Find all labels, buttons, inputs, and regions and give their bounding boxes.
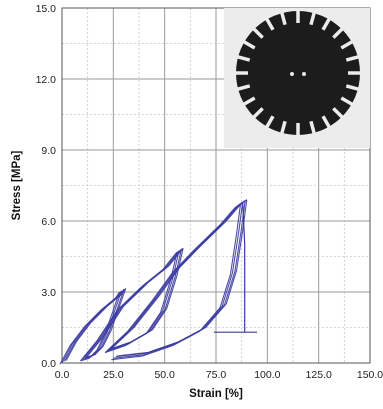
loading-curve bbox=[59, 291, 120, 365]
y-tick-label: 15.0 bbox=[36, 3, 57, 15]
x-axis-title: Strain [%] bbox=[189, 388, 243, 400]
y-axis-title: Stress [MPa] bbox=[11, 151, 23, 221]
specimen-slot bbox=[264, 115, 275, 129]
x-tick-label: 25.0 bbox=[103, 369, 124, 381]
y-tick-label: 9.0 bbox=[41, 145, 56, 157]
specimen-slot bbox=[345, 55, 360, 62]
loading-curve bbox=[84, 248, 182, 359]
loading-curve bbox=[80, 251, 178, 362]
unloading-curve bbox=[86, 288, 127, 358]
x-tick-label: 150.0 bbox=[357, 369, 383, 381]
loading-curve bbox=[109, 199, 246, 350]
x-tick-label: 100.0 bbox=[254, 369, 280, 381]
x-axis-ticks: 0.0 25.0 50.0 75.0 100.0 125.0 150.0 bbox=[55, 369, 383, 381]
loading-curve bbox=[86, 247, 184, 358]
plot-frame bbox=[61, 7, 371, 364]
x-tick-label: 50.0 bbox=[154, 369, 175, 381]
unloading-curve bbox=[113, 202, 244, 359]
specimen-slot bbox=[340, 96, 354, 107]
unloading-curve bbox=[115, 200, 246, 358]
specimen-slot bbox=[280, 120, 287, 135]
specimen-slot bbox=[236, 84, 251, 91]
specimen-slot bbox=[309, 120, 316, 135]
loading-curve bbox=[110, 199, 248, 350]
y-tick-label: 12.0 bbox=[36, 74, 57, 86]
hysteresis-series bbox=[59, 199, 258, 365]
specimen-slot bbox=[332, 27, 344, 39]
relaxation-line bbox=[242, 202, 246, 333]
specimen-slot bbox=[252, 107, 264, 119]
specimen-disc bbox=[236, 11, 360, 135]
specimen-slot bbox=[309, 11, 316, 26]
loading-curve bbox=[64, 288, 125, 362]
loading-curve bbox=[104, 203, 241, 354]
plot-border bbox=[61, 7, 371, 364]
specimen-slot bbox=[236, 55, 251, 62]
specimen-slot bbox=[332, 107, 344, 119]
x-tick-label: 0.0 bbox=[55, 369, 70, 381]
y-tick-label: 6.0 bbox=[41, 216, 56, 228]
unloading-curve bbox=[111, 248, 184, 350]
specimen-slot bbox=[242, 96, 256, 107]
specimen-slot bbox=[280, 11, 287, 26]
x-tick-label: 75.0 bbox=[206, 369, 227, 381]
specimen-slot bbox=[252, 27, 264, 39]
specimen-slot bbox=[321, 115, 332, 129]
x-tick-label: 125.0 bbox=[306, 369, 332, 381]
specimen-hole bbox=[302, 72, 306, 76]
specimen-slot bbox=[340, 39, 354, 50]
loading-curve bbox=[65, 288, 127, 361]
unloading-curve bbox=[117, 199, 248, 357]
specimen-slot bbox=[321, 17, 332, 31]
specimen-slot bbox=[345, 84, 360, 91]
y-tick-label: 3.0 bbox=[41, 287, 56, 299]
specimen-slot bbox=[242, 39, 256, 50]
y-tick-label: 0.0 bbox=[41, 358, 56, 370]
unloading-curve bbox=[80, 292, 121, 362]
specimen-slot bbox=[264, 17, 275, 31]
y-axis-ticks: 0.0 3.0 6.0 9.0 12.0 15.0 bbox=[36, 3, 57, 370]
specimen-hole bbox=[290, 72, 294, 76]
unloading-curve bbox=[111, 203, 242, 361]
specimen-photo-inset bbox=[224, 8, 370, 148]
